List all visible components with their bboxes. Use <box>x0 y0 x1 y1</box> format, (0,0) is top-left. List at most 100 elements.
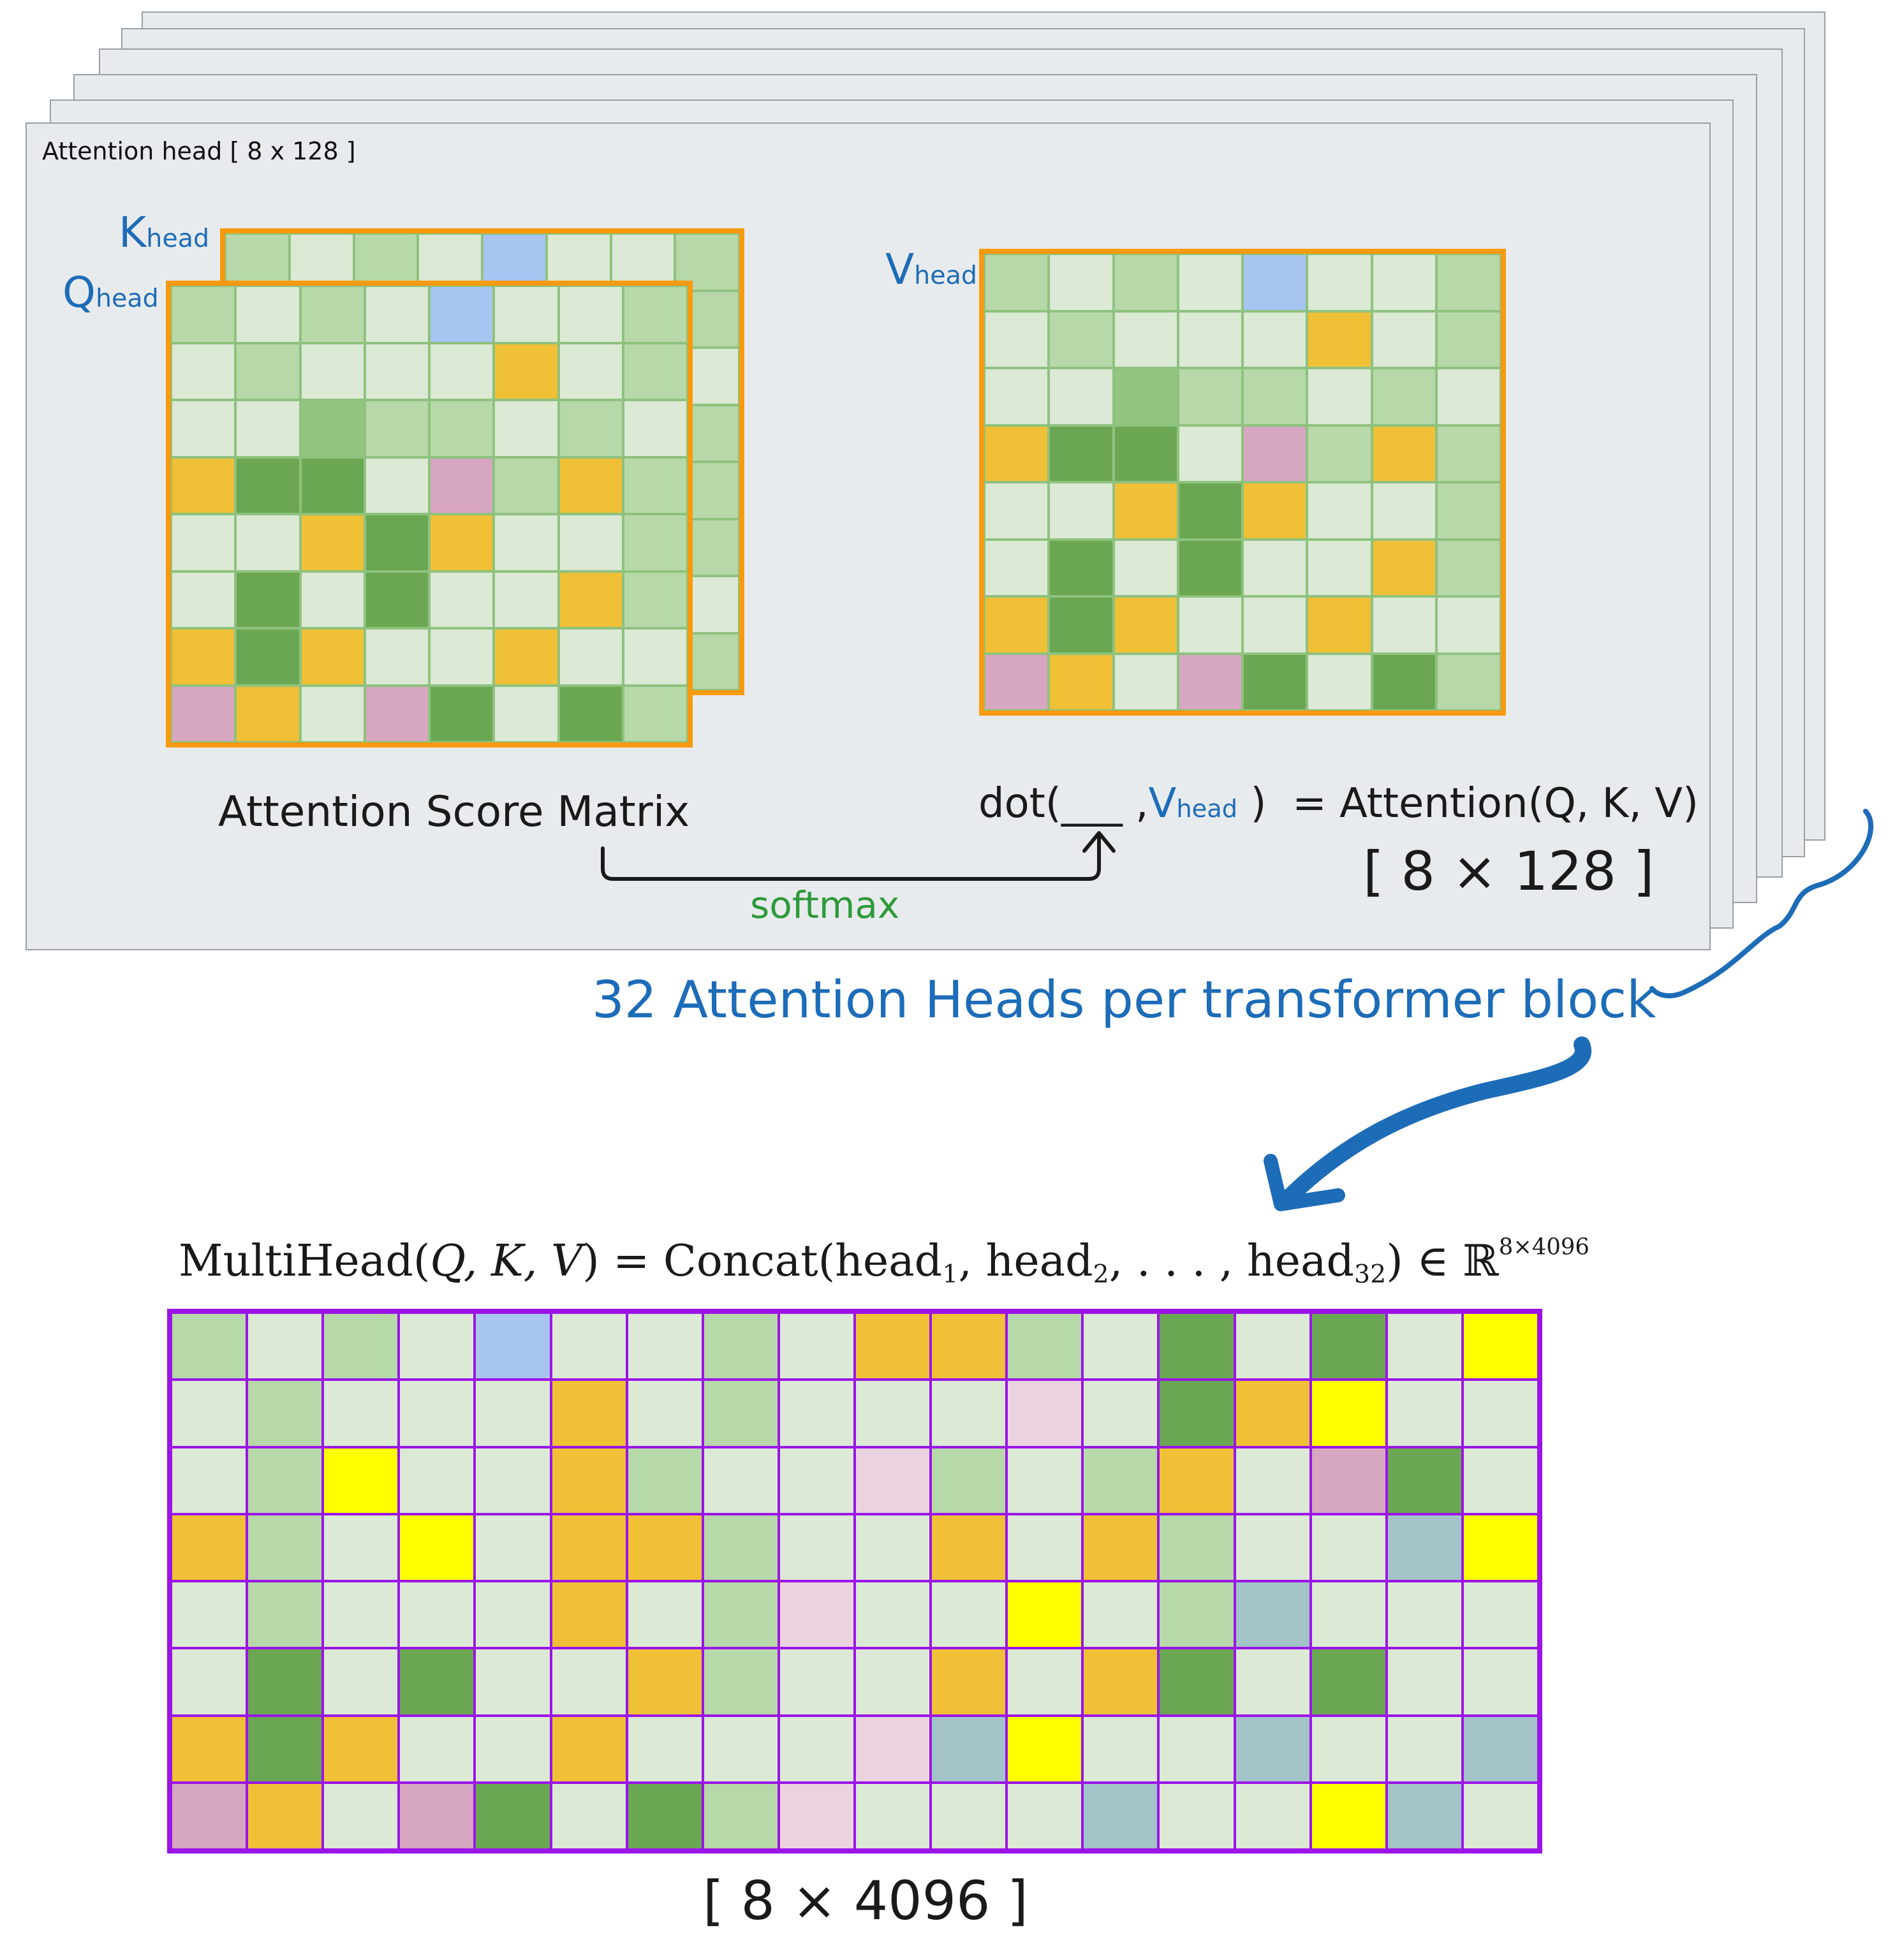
multihead-cell <box>476 1783 550 1848</box>
multihead-cell <box>1008 1515 1082 1580</box>
v-head-cell <box>1436 653 1501 711</box>
q-head-cell <box>494 628 559 686</box>
q-head-cell <box>364 343 429 400</box>
q-head-cell <box>364 685 429 742</box>
multihead-cell <box>1311 1314 1385 1379</box>
v-head-cell <box>1177 311 1242 368</box>
multihead-cell <box>779 1381 853 1446</box>
q-head-matrix <box>166 281 693 748</box>
v-head-cell <box>1113 539 1178 596</box>
multihead-cell <box>704 1448 778 1513</box>
q-head-cell <box>300 457 365 514</box>
multihead-cell <box>248 1783 322 1848</box>
multihead-cell <box>1235 1716 1309 1781</box>
v-head-cell <box>1242 368 1308 425</box>
multihead-cell <box>248 1515 322 1580</box>
k-head-label: Khead <box>119 208 210 257</box>
multihead-cell <box>932 1716 1006 1781</box>
q-head-cell <box>429 514 494 571</box>
multihead-cell <box>856 1716 930 1781</box>
multihead-cell <box>628 1381 702 1446</box>
v-head-cell <box>1113 311 1178 368</box>
multihead-cell <box>1387 1515 1461 1580</box>
multihead-cell <box>248 1716 322 1781</box>
multihead-formula: MultiHead(Q, K, V) = Concat(head1, head2… <box>179 1234 1589 1290</box>
v-head-cell <box>1436 596 1501 654</box>
q-head-cell <box>171 286 236 343</box>
v-head-cell <box>1177 368 1242 425</box>
v-head-cell <box>1177 653 1242 711</box>
v-head-label: Vhead <box>885 245 977 294</box>
q-head-cell <box>429 286 494 343</box>
v-head-cell <box>1371 311 1436 368</box>
multihead-cell <box>248 1381 322 1446</box>
merge-arrow <box>1280 1036 1591 1206</box>
multihead-cell <box>856 1381 930 1446</box>
v-head-cell <box>984 254 1049 311</box>
v-head-cell <box>1049 425 1114 482</box>
multihead-cell <box>248 1649 322 1714</box>
q-head-cell <box>429 571 494 628</box>
multihead-cell <box>1084 1649 1158 1714</box>
q-head-cell <box>623 628 688 686</box>
multihead-cell <box>1463 1381 1537 1446</box>
multihead-cell <box>856 1783 930 1848</box>
q-head-cell <box>623 400 688 457</box>
q-head-cell <box>429 685 494 742</box>
multihead-cell <box>1463 1314 1537 1379</box>
q-head-cell <box>235 571 300 628</box>
softmax-arrow-head <box>1082 831 1116 853</box>
multihead-cell <box>779 1582 853 1647</box>
multihead-cell <box>1008 1314 1082 1379</box>
multihead-cell <box>779 1783 853 1848</box>
v-head-cell <box>984 311 1049 368</box>
q-head-cell <box>235 457 300 514</box>
v-head-cell <box>1113 596 1178 654</box>
v-head-cell <box>1177 425 1242 482</box>
v-head-cell <box>1049 539 1114 596</box>
merge-arrow-head <box>1264 1154 1345 1211</box>
multihead-cell <box>552 1314 626 1379</box>
multihead-cell <box>779 1515 853 1580</box>
q-head-cell <box>558 628 623 686</box>
multihead-cell <box>1463 1515 1537 1580</box>
multihead-cell <box>324 1582 398 1647</box>
multihead-cell <box>552 1649 626 1714</box>
v-head-cell <box>1436 368 1501 425</box>
q-head-cell <box>623 343 688 400</box>
multihead-cell <box>704 1582 778 1647</box>
multihead-cell <box>172 1314 246 1379</box>
multihead-cell <box>1160 1381 1234 1446</box>
multihead-cell <box>400 1515 474 1580</box>
multihead-cell <box>779 1649 853 1714</box>
multihead-cell <box>1311 1448 1385 1513</box>
q-head-cell <box>364 457 429 514</box>
multihead-cell <box>1084 1716 1158 1781</box>
v-head-cell <box>1113 482 1178 540</box>
multihead-cell <box>1008 1716 1082 1781</box>
multihead-cell <box>1084 1381 1158 1446</box>
multihead-cell <box>1387 1716 1461 1781</box>
v-head-cell <box>1371 596 1436 654</box>
multihead-cell <box>400 1716 474 1781</box>
q-head-cell <box>171 685 236 742</box>
q-head-cell <box>623 685 688 742</box>
q-head-cell <box>494 286 559 343</box>
q-head-cell <box>494 571 559 628</box>
v-head-cell <box>1242 653 1308 711</box>
q-head-cell <box>171 343 236 400</box>
q-head-cell <box>558 400 623 457</box>
multihead-cell <box>400 1649 474 1714</box>
v-head-cell <box>1307 539 1372 596</box>
v-head-cell <box>1436 539 1501 596</box>
v-head-cell <box>1113 425 1178 482</box>
multihead-cell <box>704 1649 778 1714</box>
q-head-cell <box>364 286 429 343</box>
v-head-cell <box>1307 368 1372 425</box>
output-dimension-label: [ 8 × 4096 ] <box>703 1869 1028 1932</box>
v-head-cell <box>1436 254 1501 311</box>
multihead-cell <box>779 1716 853 1781</box>
multihead-cell <box>1235 1582 1309 1647</box>
q-head-cell <box>429 343 494 400</box>
multihead-cell <box>704 1314 778 1379</box>
